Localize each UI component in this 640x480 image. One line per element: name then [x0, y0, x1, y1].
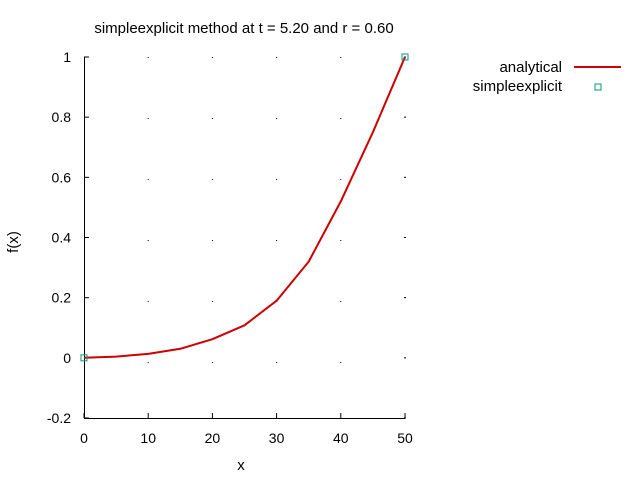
y-axis-label: f(x) [5, 231, 22, 253]
y-tick-label: 1 [63, 49, 71, 65]
data-point-simpleexplicit [80, 354, 88, 362]
legend: analytical simpleexplicit [473, 59, 621, 95]
x-tick-label: 30 [269, 430, 285, 446]
series-group [80, 53, 409, 362]
series-line-analytical [83, 56, 406, 359]
y-ticks: -0.2 0 0.2 0.4 0.6 0.8 1 [47, 49, 89, 426]
y-tick-label: 0 [63, 350, 71, 366]
x-tick-label: 0 [80, 430, 88, 446]
legend-swatch-simpleexplicit [594, 83, 602, 91]
x-tick-label: 20 [205, 430, 221, 446]
data-point-simpleexplicit [401, 53, 409, 61]
x-tick-label: 10 [140, 430, 156, 446]
x-tick-label: 50 [397, 430, 413, 446]
x-ticks: 0 10 20 30 40 50 [80, 413, 413, 446]
legend-label-analytical: analytical [499, 59, 562, 76]
grid [147, 56, 406, 419]
x-tick-label: 40 [333, 430, 349, 446]
x-axis-label: x [237, 457, 245, 474]
y-tick-label: 0.2 [52, 290, 72, 306]
y-tick-label: 0.4 [52, 230, 72, 246]
legend-label-simpleexplicit: simpleexplicit [473, 78, 563, 95]
y-tick-label: 0.6 [52, 169, 72, 185]
y-tick-label: 0.8 [52, 109, 72, 125]
chart-title: simpleexplicit method at t = 5.20 and r … [94, 20, 393, 37]
y-tick-label: -0.2 [47, 410, 71, 426]
